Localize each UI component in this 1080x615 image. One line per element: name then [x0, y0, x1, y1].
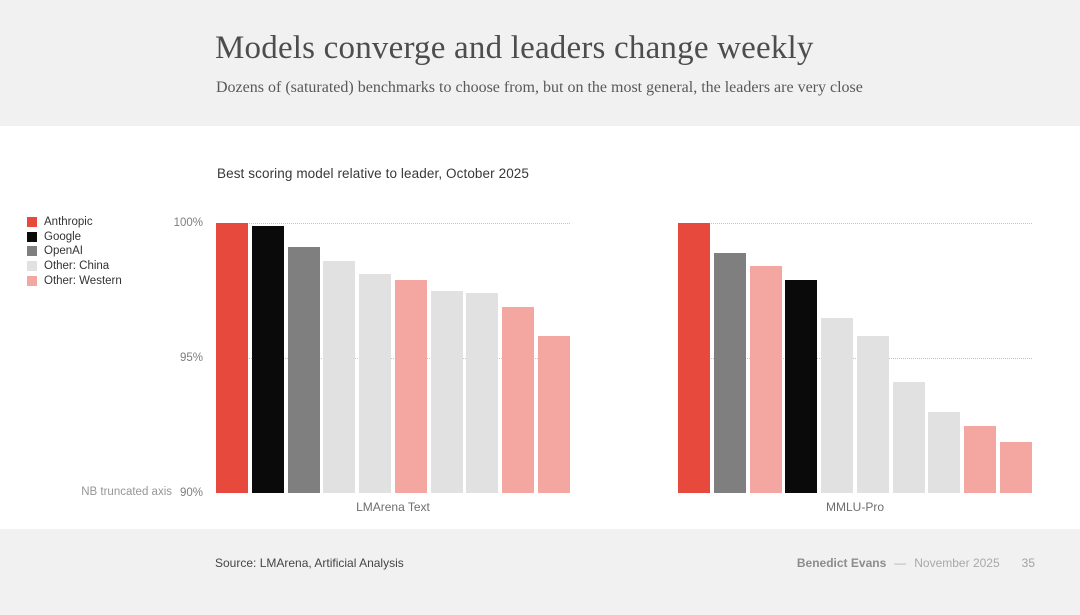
legend-label: Google — [44, 230, 82, 243]
bar-other-western — [999, 441, 1032, 493]
gridline-95pct — [216, 358, 570, 359]
legend-swatch — [27, 217, 37, 228]
legend-label: Anthropic — [44, 216, 93, 229]
title-band: Models converge and leaders change weekl… — [0, 0, 1080, 126]
legend-swatch — [27, 275, 37, 286]
bar-other-western — [394, 279, 427, 493]
bar-other-china — [856, 336, 889, 493]
y-tick-label: 90% — [179, 487, 203, 499]
bar-other-western — [537, 336, 570, 493]
y-tick-label: 100% — [173, 217, 203, 229]
bar-other-western — [964, 425, 997, 493]
x-axis-label: LMArena Text — [356, 500, 430, 514]
legend-item: OpenAI — [27, 244, 122, 259]
page-number: 35 — [1021, 556, 1035, 570]
chart-heading: Best scoring model relative to leader, O… — [217, 166, 530, 181]
legend-label: Other: China — [44, 260, 110, 273]
footer-separator: — — [894, 556, 907, 570]
bar-anthropic — [216, 223, 248, 493]
legend-swatch — [27, 246, 37, 257]
plot-area — [216, 223, 570, 493]
bar-other-china — [359, 274, 392, 493]
y-tick-label: 95% — [179, 352, 203, 364]
bar-openai — [287, 247, 320, 493]
gridline-100pct — [216, 223, 570, 224]
bar-other-western — [502, 306, 535, 493]
bar-anthropic — [678, 223, 710, 493]
legend-label: Other: Western — [44, 274, 122, 287]
bar-google — [251, 225, 284, 493]
x-axis-label: MMLU-Pro — [825, 500, 884, 514]
chart-lmarena-text: LMArena Text — [216, 223, 570, 514]
chart-mmlu-pro: MMLU-Pro — [678, 223, 1032, 514]
gridline-100pct — [678, 223, 1032, 224]
page-title: Models converge and leaders change weekl… — [215, 30, 814, 66]
y-axis-ticks: 100% 95% 90% — [150, 217, 203, 499]
bar-other-china — [323, 260, 356, 493]
legend-label: OpenAI — [44, 245, 83, 258]
bar-other-china — [430, 290, 463, 493]
legend-swatch — [27, 261, 37, 272]
bar-openai — [713, 252, 746, 493]
truncated-axis-note: NB truncated axis — [81, 486, 172, 498]
page-subtitle: Dozens of (saturated) benchmarks to choo… — [216, 79, 863, 96]
footer-band: Source: LMArena, Artificial Analysis Ben… — [0, 529, 1080, 615]
footer-credit: Benedict Evans — November 2025 35 — [797, 556, 1035, 570]
bar-google — [785, 279, 818, 493]
bar-other-china — [466, 293, 499, 493]
legend-item: Other: China — [27, 259, 122, 274]
bar-other-china — [892, 382, 925, 493]
bar-other-china — [928, 412, 961, 493]
gridline-95pct — [678, 358, 1032, 359]
source-note: Source: LMArena, Artificial Analysis — [215, 556, 404, 570]
legend-item: Google — [27, 230, 122, 245]
plot-area — [678, 223, 1032, 493]
legend-item: Anthropic — [27, 215, 122, 230]
bar-other-western — [749, 266, 782, 493]
footer-date: November 2025 — [914, 556, 1000, 570]
legend-item: Other: Western — [27, 273, 122, 288]
legend: Anthropic Google OpenAI Other: China Other: … — [27, 215, 122, 288]
footer-author: Benedict Evans — [796, 556, 887, 570]
legend-swatch — [27, 231, 37, 242]
bar-other-china — [821, 317, 854, 493]
